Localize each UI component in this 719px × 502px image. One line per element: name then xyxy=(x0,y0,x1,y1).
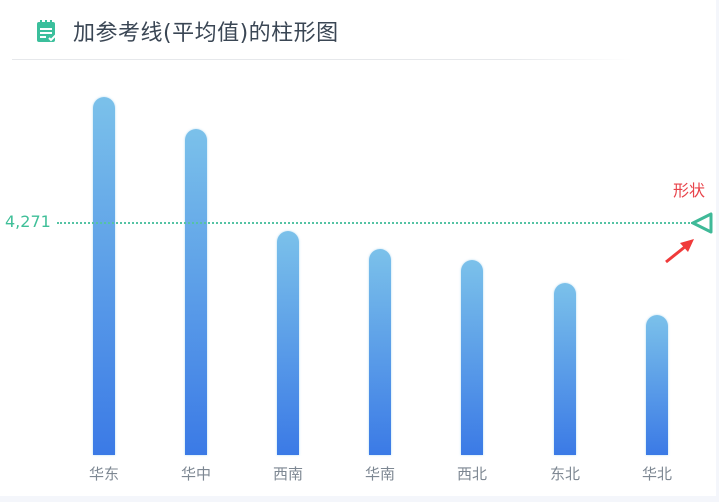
x-axis-label: 东北 xyxy=(549,465,580,483)
chart-header: 加参考线(平均值)的柱形图 xyxy=(0,0,719,60)
triangle-marker-icon[interactable] xyxy=(689,211,715,235)
bar-4[interactable] xyxy=(461,260,483,455)
x-axis-label: 华东 xyxy=(88,465,119,483)
bar-chart: 4,271 形状 华东 华中 西南 华南 西北 东北 华北 xyxy=(0,60,719,502)
x-axis-label: 西北 xyxy=(456,465,487,483)
x-axis-label: 华中 xyxy=(180,465,211,483)
chart-title: 加参考线(平均值)的柱形图 xyxy=(73,21,339,46)
x-axis-label: 华北 xyxy=(641,465,672,483)
bar-3[interactable] xyxy=(369,248,391,455)
header-divider xyxy=(12,59,632,60)
right-border xyxy=(716,0,719,502)
bar-2[interactable] xyxy=(277,230,299,455)
bar-0[interactable] xyxy=(93,97,115,455)
bottom-border xyxy=(0,496,719,502)
red-arrow-icon xyxy=(665,239,694,264)
x-axis-label: 华南 xyxy=(364,465,395,483)
bar-1[interactable] xyxy=(185,128,207,455)
average-reference-line xyxy=(57,222,693,224)
x-axis-label: 西南 xyxy=(272,465,303,483)
annotation-label: 形状 xyxy=(673,181,706,200)
bar-6[interactable] xyxy=(646,314,668,455)
notepad-check-icon xyxy=(37,20,57,42)
bar-5[interactable] xyxy=(554,282,576,455)
average-value-label: 4,271 xyxy=(5,212,51,231)
